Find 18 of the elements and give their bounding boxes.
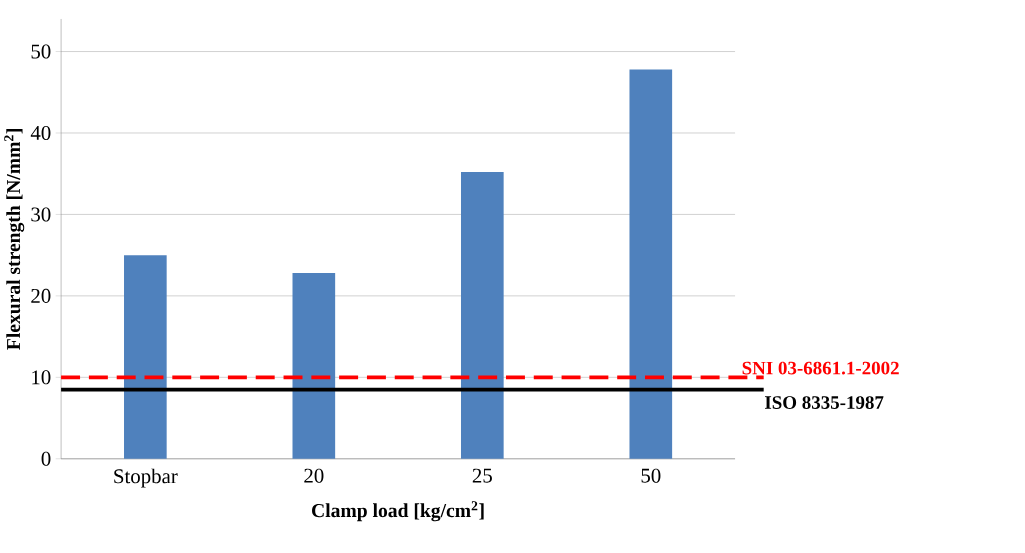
y-tick-label: 50 (31, 44, 51, 59)
y-tick-label: 20 (31, 289, 51, 304)
y-tick-label: 30 (31, 207, 51, 222)
y-axis-title: Flexural strength [N/mm$^{2}$] (4, 129, 25, 351)
bar (292, 273, 336, 459)
x-tick-label: 50 (641, 468, 661, 483)
bar (629, 69, 673, 459)
ref-line-label: ISO 8335-1987 (765, 396, 884, 410)
x-tick-label: 20 (304, 468, 324, 483)
ref-line-label: SNI 03-6861.1-2002 (742, 361, 899, 375)
x-axis-title: Clamp load [kg/cm$^{2}$] (312, 501, 484, 522)
y-tick-label: 40 (30, 126, 51, 141)
bar (124, 255, 167, 459)
y-tick-label: 10 (32, 370, 51, 385)
y-tick-label: 0 (41, 451, 51, 466)
x-tick-label: 25 (472, 468, 492, 483)
bar (460, 172, 504, 459)
x-tick-label: Stopbar (114, 468, 178, 488)
